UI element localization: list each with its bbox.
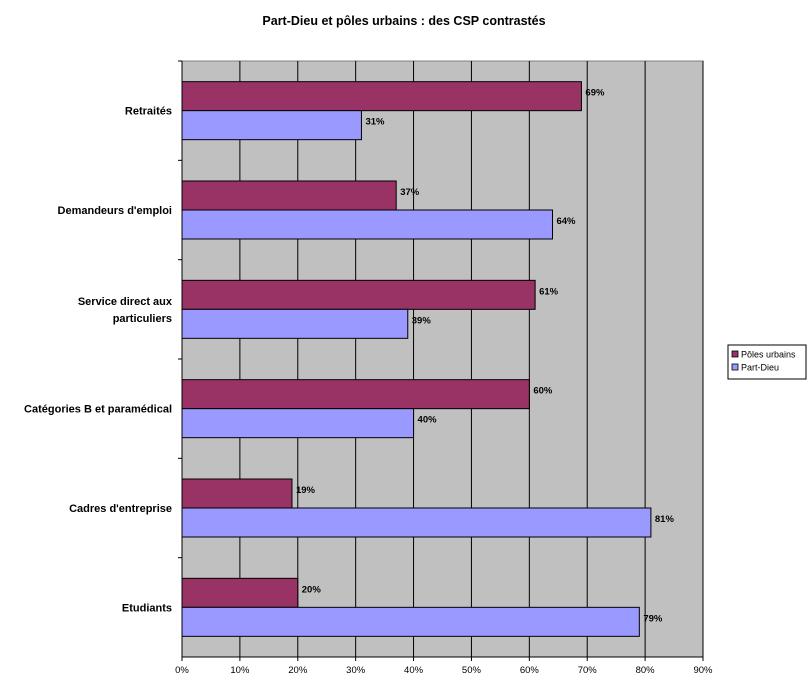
legend-label: Pôles urbains [741, 350, 796, 360]
bar-part-dieu [181, 408, 415, 439]
bar-part-dieu [181, 110, 362, 141]
x-tick-label: 90% [693, 665, 713, 676]
data-label: 69% [585, 88, 605, 99]
data-label: 31% [365, 117, 385, 128]
data-label: 19% [296, 485, 316, 496]
bars-layer [181, 81, 652, 637]
bar-poles-urbains [181, 180, 397, 211]
data-label: 37% [400, 187, 420, 198]
bar-part-dieu [181, 209, 553, 240]
axes-layer: 0% 10% 20% 30% 40% 50% 60% 70% 80% 90% [175, 60, 713, 676]
x-tick-label: 60% [520, 665, 540, 676]
x-tick-label: 20% [288, 665, 308, 676]
legend-frame [727, 344, 807, 380]
data-label: 64% [556, 216, 576, 227]
data-label: 79% [643, 613, 663, 624]
category-label: Demandeurs d'emploi [58, 205, 172, 217]
legend-swatch [731, 350, 739, 358]
bar-poles-urbains [181, 81, 582, 112]
legend-swatch [731, 363, 739, 371]
legend-label: Part-Dieu [741, 363, 779, 373]
x-tick-label: 70% [578, 665, 598, 676]
data-label: 81% [655, 514, 675, 525]
bar-part-dieu [181, 507, 652, 538]
data-label: 61% [539, 286, 559, 297]
category-label: Etudiants [122, 602, 172, 614]
category-label: Catégories B et paramédical [24, 404, 172, 416]
legend: Pôles urbains Part-Dieu [727, 344, 807, 380]
x-tick-label: 10% [230, 665, 250, 676]
data-label: 40% [418, 415, 438, 426]
bar-part-dieu [181, 606, 640, 637]
category-label: Retraités [125, 106, 172, 118]
category-label: Service direct aux particuliers [78, 296, 173, 325]
labels-layer: 69% 31% Retraités 37% 64% Demandeurs d'emploi… [24, 88, 674, 625]
x-tick-label: 80% [636, 665, 656, 676]
x-tick-label: 50% [462, 665, 482, 676]
bar-poles-urbains [181, 279, 536, 310]
bar-poles-urbains [181, 379, 530, 410]
x-tick-label: 30% [346, 665, 366, 676]
plot-area [181, 60, 704, 658]
data-label: 60% [533, 386, 553, 397]
bar-poles-urbains [181, 478, 293, 509]
data-label: 20% [302, 584, 322, 595]
bar-poles-urbains [181, 577, 299, 608]
x-tick-label: 40% [404, 665, 424, 676]
category-label: Cadres d'entreprise [69, 503, 172, 515]
bar-part-dieu [181, 308, 409, 339]
data-label: 39% [412, 315, 432, 326]
x-tick-label: 0% [175, 665, 189, 676]
plot-background [181, 60, 704, 658]
chart-title: Part-Dieu et pôles urbains : des CSP con… [262, 14, 546, 28]
